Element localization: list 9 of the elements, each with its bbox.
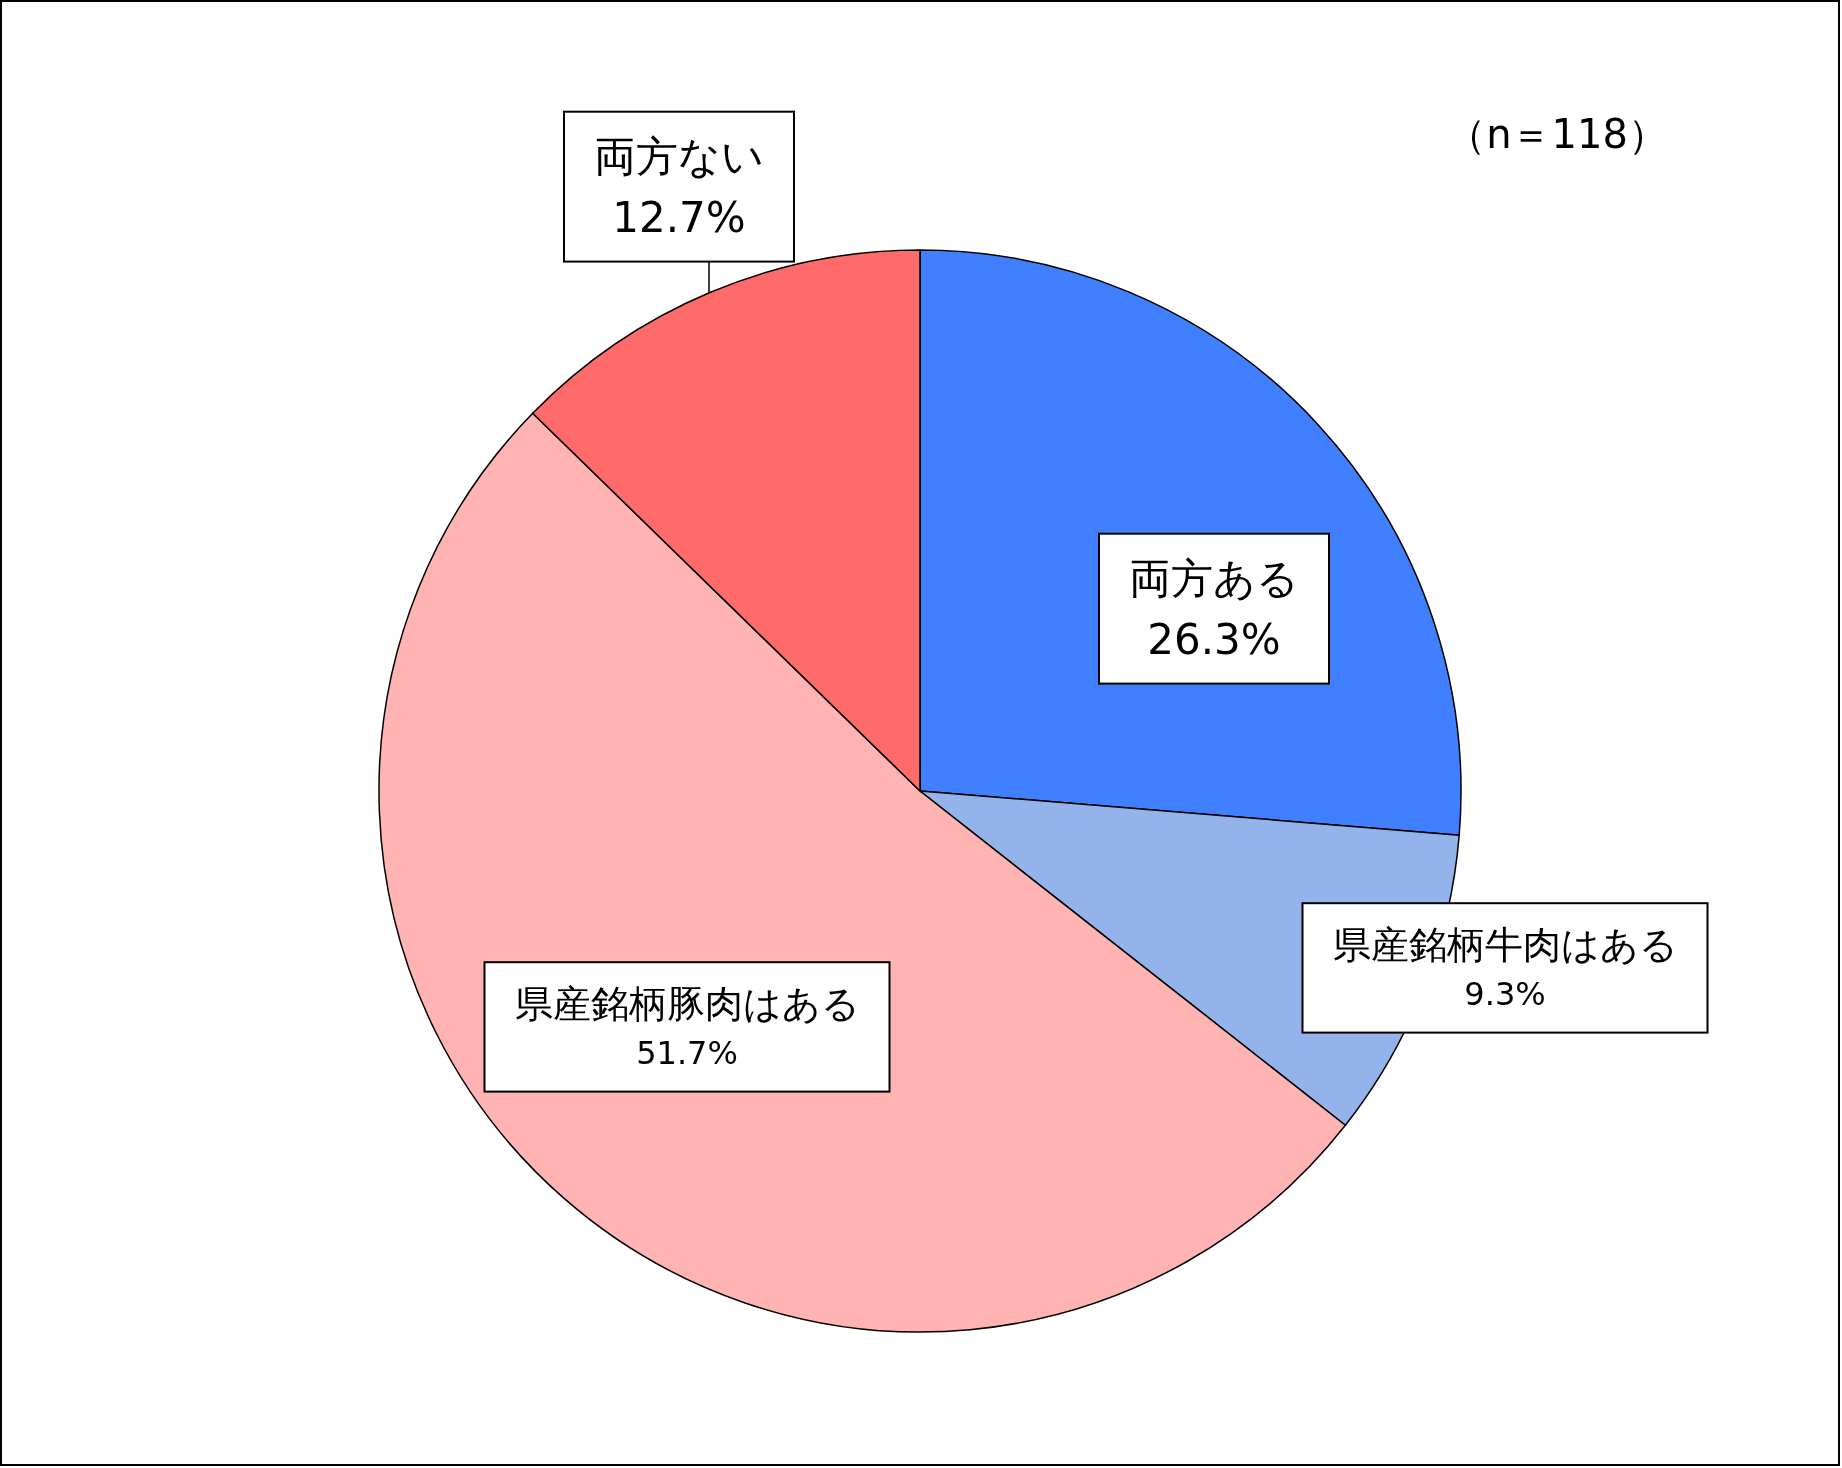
data-label: 51.7%: [636, 1033, 738, 1072]
data-label: 12.7%: [612, 192, 746, 242]
data-label: 9.3%: [1464, 974, 1546, 1013]
text: （n＝118）: [1446, 111, 1668, 157]
data-label: 26.3%: [1147, 614, 1281, 664]
slice-label: 県産銘柄豚肉はある: [514, 982, 860, 1027]
slice-label: 両方ない: [594, 131, 764, 181]
slice-label: 県産銘柄牛肉はある: [1332, 923, 1678, 968]
slice-label: 両方ある: [1129, 553, 1299, 603]
